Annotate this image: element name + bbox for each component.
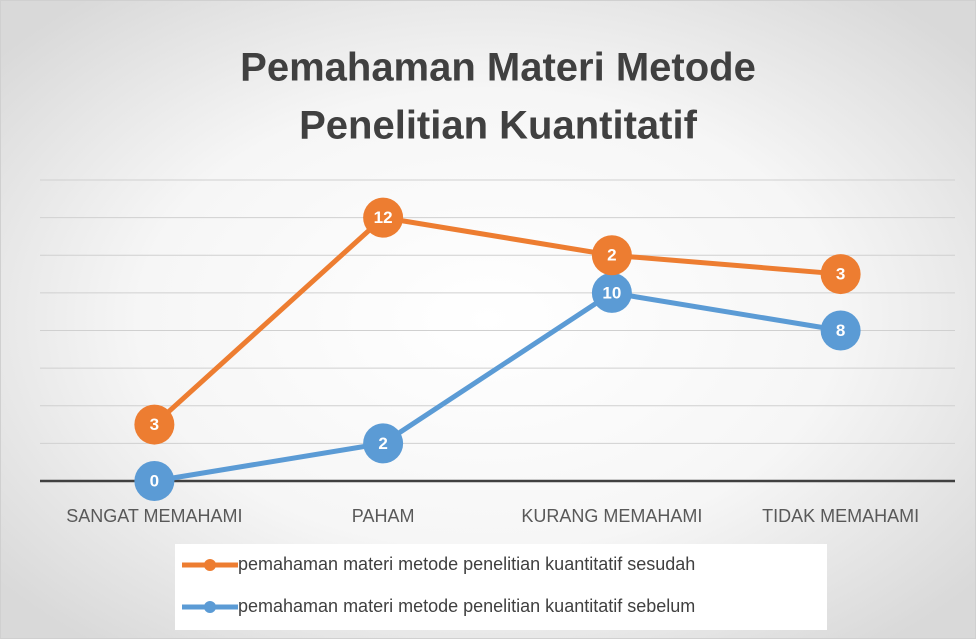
data-label: 10 (602, 283, 621, 302)
data-point (363, 197, 404, 238)
x-tick-label: TIDAK MEMAHAMI (762, 506, 919, 526)
data-label: 2 (607, 246, 616, 265)
data-label: 0 (150, 471, 159, 490)
data-point (820, 310, 861, 351)
data-label: 12 (374, 208, 393, 227)
data-point (134, 404, 175, 445)
legend-label: pemahaman materi metode penelitian kuant… (238, 554, 695, 574)
x-tick-label: PAHAM (352, 506, 415, 526)
data-label: 3 (150, 415, 159, 434)
data-point (591, 272, 632, 313)
series-line (152, 215, 841, 427)
x-tick-label: SANGAT MEMAHAMI (66, 506, 242, 526)
legend-box (175, 544, 827, 630)
data-point (591, 235, 632, 276)
data-point (363, 423, 404, 464)
series-line (153, 290, 842, 484)
legend-swatch-marker (204, 559, 216, 571)
chart-subtitle: Penelitian Kuantitatif (299, 104, 697, 148)
chart-title: Pemahaman Materi Metode (240, 46, 756, 90)
data-point (134, 461, 175, 501)
data-label: 3 (836, 265, 845, 284)
x-tick-label: KURANG MEMAHAMI (521, 506, 702, 526)
data-point (820, 254, 861, 295)
legend-swatch-marker (204, 601, 216, 613)
data-label: 8 (836, 321, 845, 340)
data-label: 2 (378, 434, 387, 453)
legend-label: pemahaman materi metode penelitian kuant… (238, 596, 695, 616)
